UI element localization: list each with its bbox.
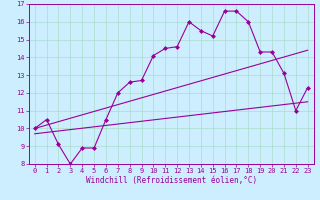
X-axis label: Windchill (Refroidissement éolien,°C): Windchill (Refroidissement éolien,°C)	[86, 176, 257, 185]
